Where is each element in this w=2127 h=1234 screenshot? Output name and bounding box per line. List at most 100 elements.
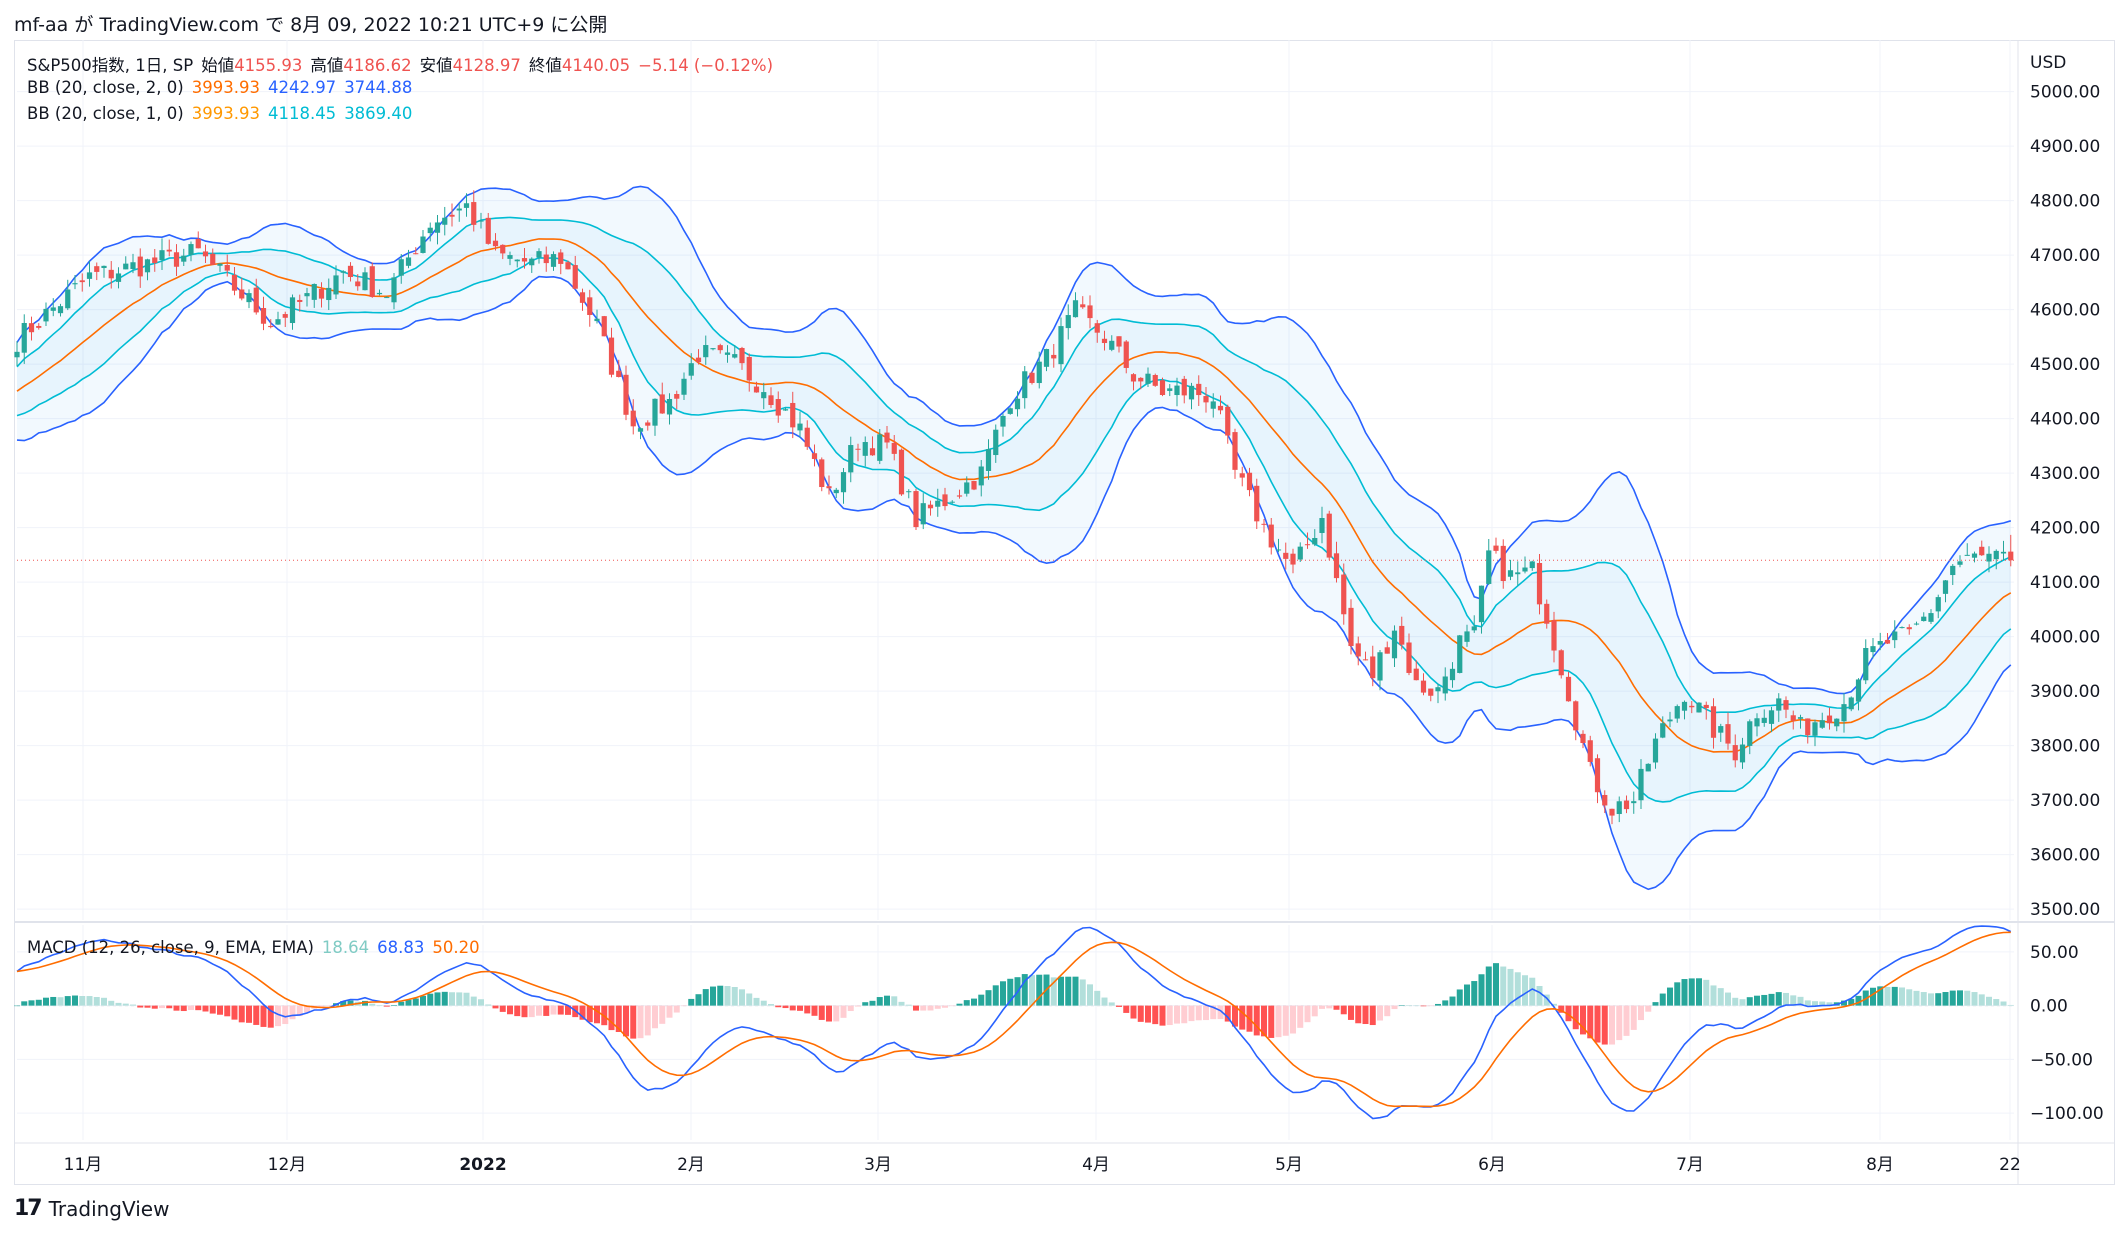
candle-body	[1761, 717, 1767, 723]
candle	[1130, 373, 1137, 391]
candle	[550, 251, 557, 271]
candle-body	[1036, 361, 1042, 384]
macd-histogram-bar	[507, 1005, 513, 1015]
candle-body	[224, 265, 230, 271]
macd-histogram-bar	[659, 1005, 666, 1024]
candle	[1826, 707, 1833, 730]
candle	[1362, 651, 1369, 661]
macd-histogram-bar	[1978, 994, 1985, 1006]
bb2-upper: 4242.97	[267, 78, 337, 97]
candle-body	[1674, 706, 1680, 719]
macd-histogram-bar	[1065, 976, 1072, 1006]
macd-histogram-bar	[1137, 1005, 1144, 1022]
macd-histogram-bar	[1094, 990, 1101, 1006]
candle-body	[1152, 375, 1158, 386]
candle	[1805, 718, 1811, 744]
macd-histogram-bar	[963, 1000, 970, 1006]
candle	[492, 233, 499, 251]
candle	[616, 359, 622, 378]
candle-body	[210, 253, 216, 265]
candle-body	[311, 283, 317, 300]
time-tick-label: 6月	[1478, 1155, 1506, 1175]
candle	[384, 296, 390, 299]
candle	[1681, 700, 1688, 720]
macd-histogram-bar	[478, 999, 484, 1006]
time-tick-label: 2022	[459, 1155, 506, 1175]
candle	[1892, 620, 1898, 649]
candle	[1638, 759, 1644, 809]
candle	[1747, 719, 1753, 755]
candle	[840, 467, 847, 504]
bb2-label[interactable]: BB (20, close, 2, 0)	[27, 78, 184, 97]
symbol-legend[interactable]: S&P500指数, 1日, SP 始値4155.93 高値4186.62 安値4128…	[27, 52, 781, 76]
macd-histogram-bar	[543, 1005, 550, 1016]
bb1-label[interactable]: BB (20, close, 1, 0)	[27, 104, 184, 123]
bb1-lower: 3869.40	[344, 104, 413, 123]
candle-body	[2000, 551, 2007, 554]
candle	[1964, 543, 1970, 556]
macd-histogram-bar	[1232, 1005, 1238, 1027]
candle	[645, 420, 651, 431]
candle-body	[1993, 550, 1999, 560]
candle-body	[1681, 701, 1688, 711]
candle	[152, 248, 158, 272]
candle-body	[1043, 349, 1050, 367]
candle	[1761, 709, 1767, 727]
candle	[877, 428, 883, 465]
chart-frame	[14, 40, 2115, 1185]
tradingview-footer[interactable]: 17 TradingView	[14, 1196, 169, 1221]
macd-histogram-bar	[811, 1005, 818, 1016]
candle	[920, 493, 926, 530]
candle-body	[993, 429, 999, 456]
bb1-legend[interactable]: BB (20, close, 1, 0) 3993.93 4118.45 3869.4…	[27, 104, 420, 123]
macd-histogram-bar	[1580, 1005, 1586, 1035]
candle	[1167, 384, 1173, 397]
macd-histogram-bar	[1993, 999, 2000, 1006]
candle	[50, 298, 56, 317]
candle	[1065, 304, 1071, 340]
candle	[1029, 371, 1035, 385]
macd-histogram-bar	[122, 1003, 129, 1006]
candle	[1870, 637, 1876, 659]
candle	[1855, 678, 1862, 711]
candle-body	[1616, 801, 1622, 815]
macd-histogram-bar	[1340, 1005, 1347, 1015]
candle	[906, 489, 912, 499]
macd-legend[interactable]: MACD (12, 26, close, 9, EMA, EMA) 18.64 68…	[27, 938, 488, 957]
macd-histogram-bar	[463, 992, 470, 1006]
candle	[790, 391, 796, 439]
candle-body	[1297, 546, 1303, 560]
macd-histogram-bar	[289, 1005, 296, 1020]
candle-body	[1950, 565, 1956, 576]
candle	[1776, 693, 1782, 722]
candle-body	[340, 271, 346, 273]
macd-histogram-bar	[50, 996, 57, 1006]
macd-histogram-bar	[1355, 1005, 1362, 1024]
macd-label[interactable]: MACD (12, 26, close, 9, EMA, EMA)	[27, 938, 314, 957]
candle-body	[405, 257, 412, 266]
candle-body	[1754, 718, 1760, 727]
macd-histogram-bar	[1841, 1000, 1847, 1006]
macd-tick-label: 0.00	[2030, 997, 2068, 1017]
tradingview-brand: TradingView	[48, 1196, 170, 1221]
candle-body	[28, 323, 35, 333]
macd-histogram-bar	[1754, 995, 1760, 1006]
macd-histogram-bar	[28, 1000, 35, 1006]
symbol-name[interactable]: S&P500指数, 1日, SP	[27, 56, 194, 75]
macd-histogram-bar	[1362, 1005, 1369, 1025]
candle-body	[608, 337, 615, 375]
candle	[268, 319, 274, 329]
macd-histogram-bar	[1572, 1005, 1579, 1030]
candle	[558, 249, 564, 275]
macd-histogram-bar	[855, 1005, 861, 1007]
candle	[21, 314, 27, 364]
candle	[724, 345, 731, 363]
price-tick-label: 3500.00	[2030, 900, 2100, 920]
bb2-legend[interactable]: BB (20, close, 2, 0) 3993.93 4242.97 3744.8…	[27, 78, 420, 97]
macd-histogram-bar	[789, 1005, 796, 1011]
macd-histogram-bar	[1855, 995, 1862, 1006]
macd-histogram-bar	[956, 1003, 963, 1006]
candle	[318, 282, 325, 308]
candle-body	[1435, 687, 1441, 692]
